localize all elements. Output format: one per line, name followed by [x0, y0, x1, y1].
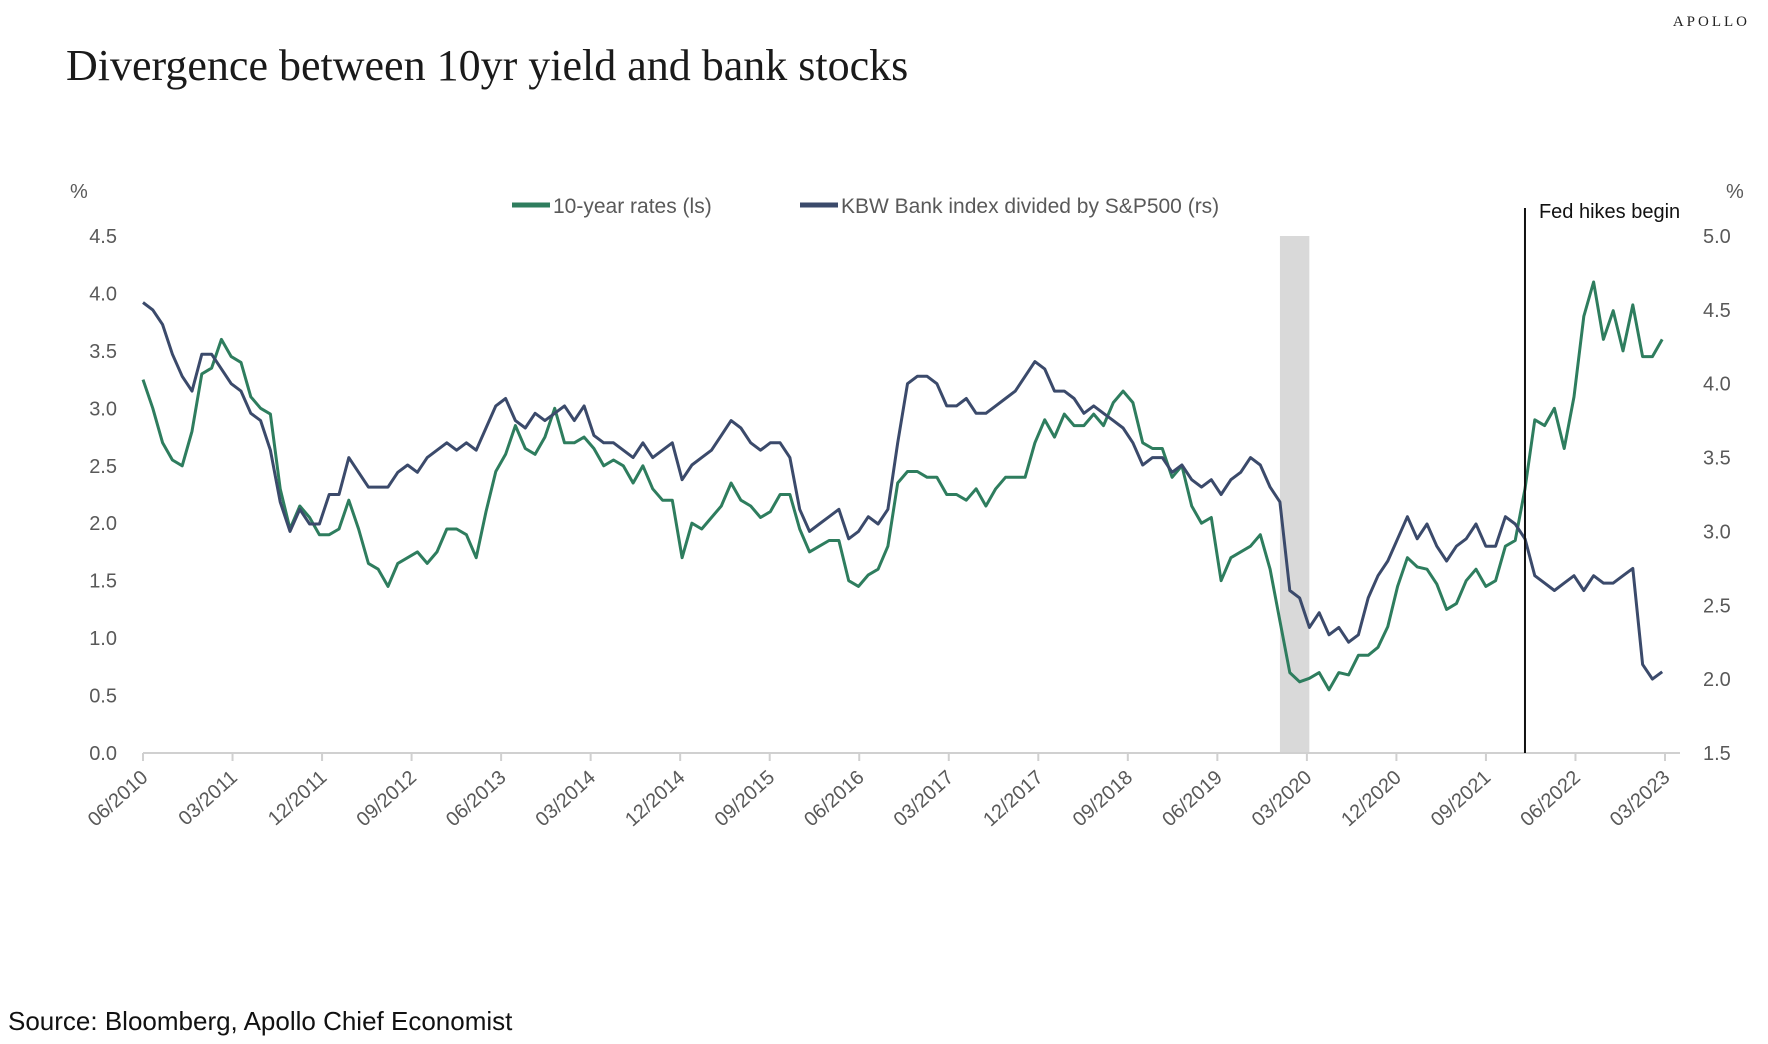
x-tick-label: 03/2017: [890, 766, 958, 831]
x-tick-label: 09/2021: [1427, 766, 1495, 831]
x-tick-label: 06/2022: [1516, 766, 1584, 831]
y-right-tick-label: 5.0: [1703, 226, 1731, 248]
series-line-10yr: [141, 280, 1664, 692]
chart-canvas: 06/2010 03/2011 12/2011 09/2012 06/2013 03/20…: [70, 181, 1744, 831]
brand-logo: APOLLO: [1672, 14, 1750, 30]
y-left-unit: %: [70, 181, 88, 203]
x-tick-label: 09/2018: [1069, 766, 1137, 831]
fed-hikes-label: Fed hikes begin: [1539, 201, 1680, 223]
series-line-kbw: [142, 301, 1664, 681]
y-right-tick-label: 4.5: [1703, 300, 1731, 322]
y-right-tick-label: 2.0: [1703, 669, 1731, 691]
x-tick-label: 12/2011: [264, 766, 331, 830]
x-tick-label: 09/2012: [352, 766, 420, 831]
chart-title: Divergence between 10yr yield and bank s…: [66, 41, 909, 90]
y-left-tick-label: 1.5: [89, 571, 117, 593]
y-left-tick-label: 2.0: [89, 513, 117, 535]
x-tick-label: 12/2020: [1337, 766, 1405, 831]
legend-label-10yr: 10-year rates (ls): [553, 195, 712, 218]
y-right-unit: %: [1726, 181, 1744, 203]
x-tick-label: 12/2017: [979, 766, 1047, 831]
y-right-tick-label: 2.5: [1703, 595, 1731, 617]
y-left-tick-label: 0.0: [89, 743, 117, 765]
x-tick-label: 06/2010: [84, 766, 152, 831]
y-left-tick-label: 4.0: [89, 283, 117, 305]
x-tick-label: 06/2019: [1158, 766, 1226, 831]
x-tick-label: 03/2014: [532, 766, 600, 831]
y-right-tick-label: 3.0: [1703, 521, 1731, 543]
y-right-tick-label: 3.5: [1703, 448, 1731, 470]
legend: 10-year rates (ls) KBW Bank index divide…: [512, 195, 1219, 218]
legend-label-kbw: KBW Bank index divided by S&P500 (rs): [841, 195, 1219, 218]
y-left-tick-label: 1.0: [89, 628, 117, 650]
x-tick-label: 03/2020: [1248, 766, 1316, 831]
y-left-tick-label: 3.5: [89, 341, 117, 363]
y-left-tick-label: 2.5: [89, 456, 117, 478]
source-note: Source: Bloomberg, Apollo Chief Economis…: [8, 1006, 513, 1036]
x-tick-label: 12/2014: [621, 766, 689, 831]
y-left-tick-label: 4.5: [89, 226, 117, 248]
y-right-tick-label: 1.5: [1703, 743, 1731, 765]
y-right-tick-label: 4.0: [1703, 374, 1731, 396]
y-left-tick-label: 3.0: [89, 398, 117, 420]
x-tick-label: 09/2015: [711, 766, 779, 831]
x-tick-label: 03/2011: [175, 766, 242, 830]
x-tick-label: 06/2016: [800, 766, 868, 831]
y-left-tick-label: 0.5: [89, 686, 117, 708]
x-tick-label: 03/2023: [1606, 766, 1674, 831]
shaded-region: [1279, 236, 1310, 753]
x-tick-label: 06/2013: [442, 766, 510, 831]
